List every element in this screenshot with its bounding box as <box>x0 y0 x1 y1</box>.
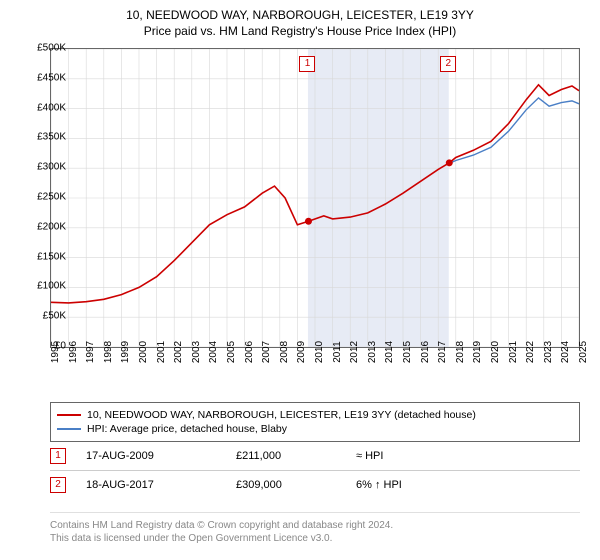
x-tick-label: 2008 <box>279 341 290 363</box>
y-tick-label: £400K <box>37 102 66 113</box>
chart-title-line2: Price paid vs. HM Land Registry's House … <box>0 24 600 38</box>
y-tick-label: £100K <box>37 281 66 292</box>
x-tick-label: 2005 <box>226 341 237 363</box>
x-tick-label: 2024 <box>560 341 571 363</box>
sales-row: 1 17-AUG-2009 £211,000 ≈ HPI <box>50 442 580 471</box>
sale-hpi: 6% ↑ HPI <box>356 479 476 491</box>
x-tick-label: 2023 <box>543 341 554 363</box>
plot-area <box>50 48 580 348</box>
x-tick-label: 1997 <box>85 341 96 363</box>
legend-box: 10, NEEDWOOD WAY, NARBOROUGH, LEICESTER,… <box>50 402 580 442</box>
x-tick-label: 2003 <box>191 341 202 363</box>
sale-hpi: ≈ HPI <box>356 450 476 462</box>
sale-marker: 1 <box>50 448 66 464</box>
x-tick-label: 2002 <box>173 341 184 363</box>
x-tick-label: 2006 <box>244 341 255 363</box>
sale-marker-box: 1 <box>299 56 315 72</box>
sale-price: £211,000 <box>236 450 336 462</box>
x-tick-label: 2010 <box>314 341 325 363</box>
x-tick-label: 2022 <box>525 341 536 363</box>
x-tick-label: 2007 <box>261 341 272 363</box>
legend-label: HPI: Average price, detached house, Blab… <box>87 423 287 435</box>
y-tick-label: £350K <box>37 132 66 143</box>
y-tick-label: £150K <box>37 251 66 262</box>
x-tick-label: 2000 <box>138 341 149 363</box>
credit-line1: Contains HM Land Registry data © Crown c… <box>50 519 580 532</box>
sale-price: £309,000 <box>236 479 336 491</box>
sale-marker-box: 2 <box>440 56 456 72</box>
x-tick-label: 2016 <box>420 341 431 363</box>
x-tick-label: 2004 <box>208 341 219 363</box>
title-block: 10, NEEDWOOD WAY, NARBOROUGH, LEICESTER,… <box>0 0 600 38</box>
y-tick-label: £50K <box>43 311 66 322</box>
chart-title-line1: 10, NEEDWOOD WAY, NARBOROUGH, LEICESTER,… <box>0 8 600 22</box>
y-tick-label: £200K <box>37 221 66 232</box>
y-tick-label: £250K <box>37 192 66 203</box>
credit-line2: This data is licensed under the Open Gov… <box>50 532 580 545</box>
legend-swatch <box>57 414 81 416</box>
y-tick-label: £300K <box>37 162 66 173</box>
credit-block: Contains HM Land Registry data © Crown c… <box>50 512 580 545</box>
legend-swatch <box>57 428 81 430</box>
x-tick-label: 1995 <box>50 341 61 363</box>
legend-row: HPI: Average price, detached house, Blab… <box>57 423 573 435</box>
sale-date: 18-AUG-2017 <box>86 479 216 491</box>
x-tick-label: 2018 <box>455 341 466 363</box>
x-tick-label: 2017 <box>437 341 448 363</box>
x-tick-label: 2009 <box>296 341 307 363</box>
legend-row: 10, NEEDWOOD WAY, NARBOROUGH, LEICESTER,… <box>57 409 573 421</box>
x-tick-label: 1999 <box>120 341 131 363</box>
x-tick-label: 1996 <box>68 341 79 363</box>
x-tick-label: 2014 <box>384 341 395 363</box>
x-tick-label: 2001 <box>156 341 167 363</box>
chart-container: 10, NEEDWOOD WAY, NARBOROUGH, LEICESTER,… <box>0 0 600 560</box>
x-tick-label: 2019 <box>472 341 483 363</box>
sales-table: 1 17-AUG-2009 £211,000 ≈ HPI 2 18-AUG-20… <box>50 442 580 499</box>
x-tick-label: 1998 <box>103 341 114 363</box>
y-tick-label: £500K <box>37 43 66 54</box>
x-tick-label: 2013 <box>367 341 378 363</box>
x-tick-label: 2012 <box>349 341 360 363</box>
sale-date: 17-AUG-2009 <box>86 450 216 462</box>
x-tick-label: 2021 <box>508 341 519 363</box>
sales-row: 2 18-AUG-2017 £309,000 6% ↑ HPI <box>50 471 580 499</box>
y-tick-label: £450K <box>37 72 66 83</box>
x-tick-label: 2020 <box>490 341 501 363</box>
plot-svg <box>51 49 579 347</box>
x-tick-label: 2015 <box>402 341 413 363</box>
x-tick-label: 2025 <box>578 341 589 363</box>
sale-marker: 2 <box>50 477 66 493</box>
x-tick-label: 2011 <box>332 341 343 363</box>
legend-label: 10, NEEDWOOD WAY, NARBOROUGH, LEICESTER,… <box>87 409 476 421</box>
